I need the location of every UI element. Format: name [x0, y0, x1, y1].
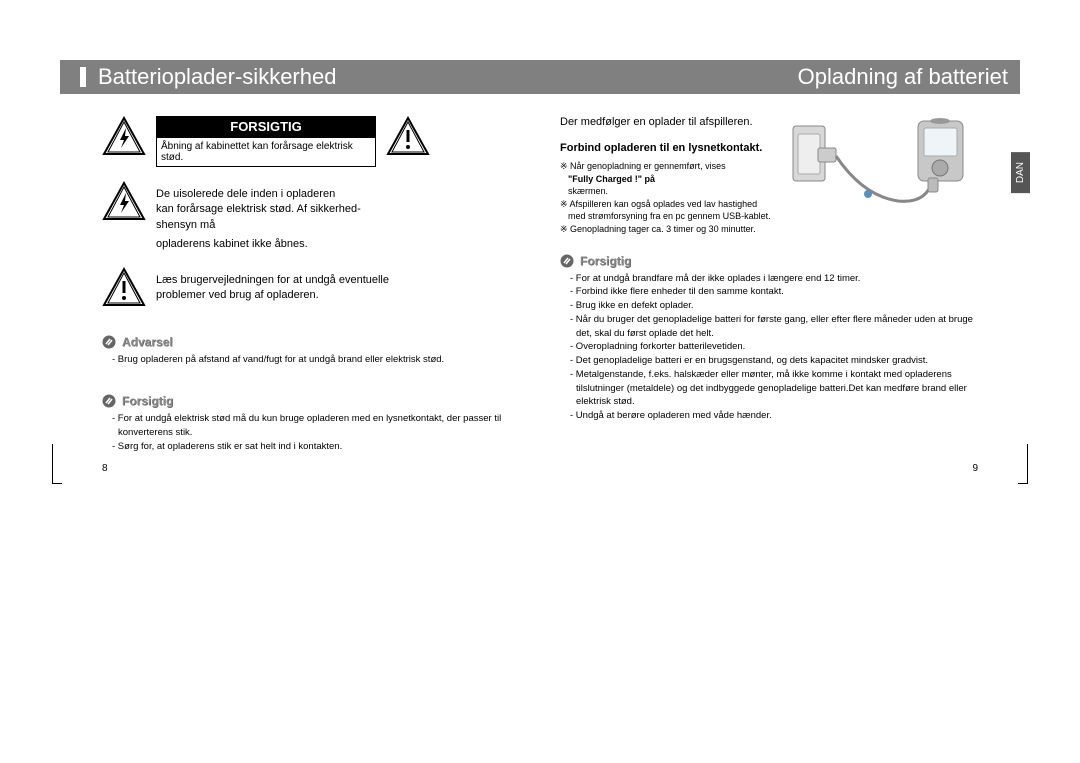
content-area: FORSIGTIG Åbning af kabinettet kan forår… [60, 116, 1020, 454]
triangle-bolt-icon [102, 181, 146, 221]
right-top-row: Der medfølger en oplader til afspilleren… [560, 116, 978, 236]
page-marker-left [52, 444, 62, 484]
triangle-bolt-icon [102, 116, 146, 156]
forsigtig-list-left: - For at undgå elektrisk stød må du kun … [102, 412, 520, 453]
triangle-exclamation-icon [102, 267, 146, 307]
header-title-right: Opladning af batteriet [798, 64, 1008, 90]
fr-item-5: - Overopladning forkorter batterilevetid… [570, 340, 978, 354]
header-accent [80, 67, 86, 87]
note-circle-icon [102, 394, 116, 408]
forsigtig-left-item-1: - For at undgå elektrisk stød må du kun … [112, 412, 520, 440]
warn3-line2: problemer ved brug af opladeren. [156, 288, 389, 303]
warn2-line2: kan forårsage elektrisk stød. Af sikkerh… [156, 202, 361, 217]
page-number-left: 8 [102, 463, 108, 474]
left-page: FORSIGTIG Åbning af kabinettet kan forår… [60, 116, 520, 454]
warning-row-1: FORSIGTIG Åbning af kabinettet kan forår… [102, 116, 520, 167]
note-circle-icon [560, 254, 574, 268]
triangle-exclamation-icon [386, 116, 430, 156]
note-3: ※ Genopladning tager ca. 3 timer og 30 m… [560, 223, 776, 236]
header-left: Batterioplader-sikkerhed [60, 60, 336, 94]
warning-row-3: Læs brugervejledningen for at undgå even… [102, 267, 520, 307]
forsigtig-label-right: Forsigtig [580, 254, 631, 268]
bold-instruction: Forbind opladeren til en lysnetkontakt. [560, 142, 776, 154]
advarsel-list: - Brug opladeren på afstand af vand/fugt… [102, 353, 520, 367]
page-marker-right [1018, 444, 1028, 484]
fr-item-3: - Brug ikke en defekt oplader. [570, 299, 978, 313]
intro-text: Der medfølger en oplader til afspilleren… [560, 116, 776, 128]
forsigtig-label-left: Forsigtig [122, 394, 173, 408]
warning-row-2: De uisolerede dele inden i opladeren kan… [102, 181, 520, 253]
fr-item-1: - For at undgå brandfare må der ikke opl… [570, 272, 978, 286]
fr-item-4: - Når du bruger det genopladelige batter… [570, 313, 978, 341]
notes-list: ※ Når genopladning er gennemført, vises … [560, 160, 776, 236]
page-number-right: 9 [972, 463, 978, 474]
right-top-text: Der medfølger en oplader til afspilleren… [560, 116, 776, 236]
fr-item-6: - Det genopladelige batteri er en brugsg… [570, 354, 978, 368]
fr-item-2: - Forbind ikke flere enheder til den sam… [570, 285, 978, 299]
right-page: DAN Der medfølger en oplader til afspill… [560, 116, 1020, 454]
forsigtig-section-left: Forsigtig [102, 394, 520, 408]
header-title-left: Batterioplader-sikkerhed [98, 64, 336, 90]
forsigtig-left-item-2: - Sørg for, at opladerens stik er sat he… [112, 440, 520, 454]
note-1b: "Fully Charged !" på [560, 173, 776, 186]
forsigtig-section-right: Forsigtig [560, 254, 978, 268]
note-1c: skærmen. [560, 185, 776, 198]
charger-illustration [788, 116, 978, 221]
note-2: ※ Afspilleren kan også oplades ved lav h… [560, 198, 776, 223]
caution-label: FORSIGTIG [156, 116, 376, 137]
warn2-line3: shensyn må [156, 218, 361, 233]
fr-item-8: - Undgå at berøre opladeren med våde hæn… [570, 409, 978, 423]
warning-2-text: De uisolerede dele inden i opladeren kan… [156, 181, 361, 253]
header-bar: Batterioplader-sikkerhed Opladning af ba… [60, 60, 1020, 94]
language-tab: DAN [1011, 152, 1030, 193]
warning-3-text: Læs brugervejledningen for at undgå even… [156, 267, 389, 304]
warning-row-1-content: FORSIGTIG Åbning af kabinettet kan forår… [102, 116, 430, 167]
warn3-line1: Læs brugervejledningen for at undgå even… [156, 273, 389, 288]
advarsel-section: Advarsel [102, 335, 520, 349]
warn2-line4: opladerens kabinet ikke åbnes. [156, 237, 361, 252]
page-spread: Batterioplader-sikkerhed Opladning af ba… [60, 60, 1020, 703]
advarsel-label: Advarsel [122, 335, 173, 349]
note-circle-icon [102, 335, 116, 349]
warn2-line1: De uisolerede dele inden i opladeren [156, 187, 361, 202]
caution-text: Åbning af kabinettet kan forårsage elekt… [156, 137, 376, 167]
advarsel-item-1: - Brug opladeren på afstand af vand/fugt… [112, 353, 520, 367]
caution-block: FORSIGTIG Åbning af kabinettet kan forår… [156, 116, 376, 167]
fr-item-7: - Metalgenstande, f.eks. halskæder eller… [570, 368, 978, 409]
forsigtig-list-right: - For at undgå brandfare må der ikke opl… [560, 272, 978, 423]
note-1a: ※ Når genopladning er gennemført, vises [560, 160, 776, 173]
